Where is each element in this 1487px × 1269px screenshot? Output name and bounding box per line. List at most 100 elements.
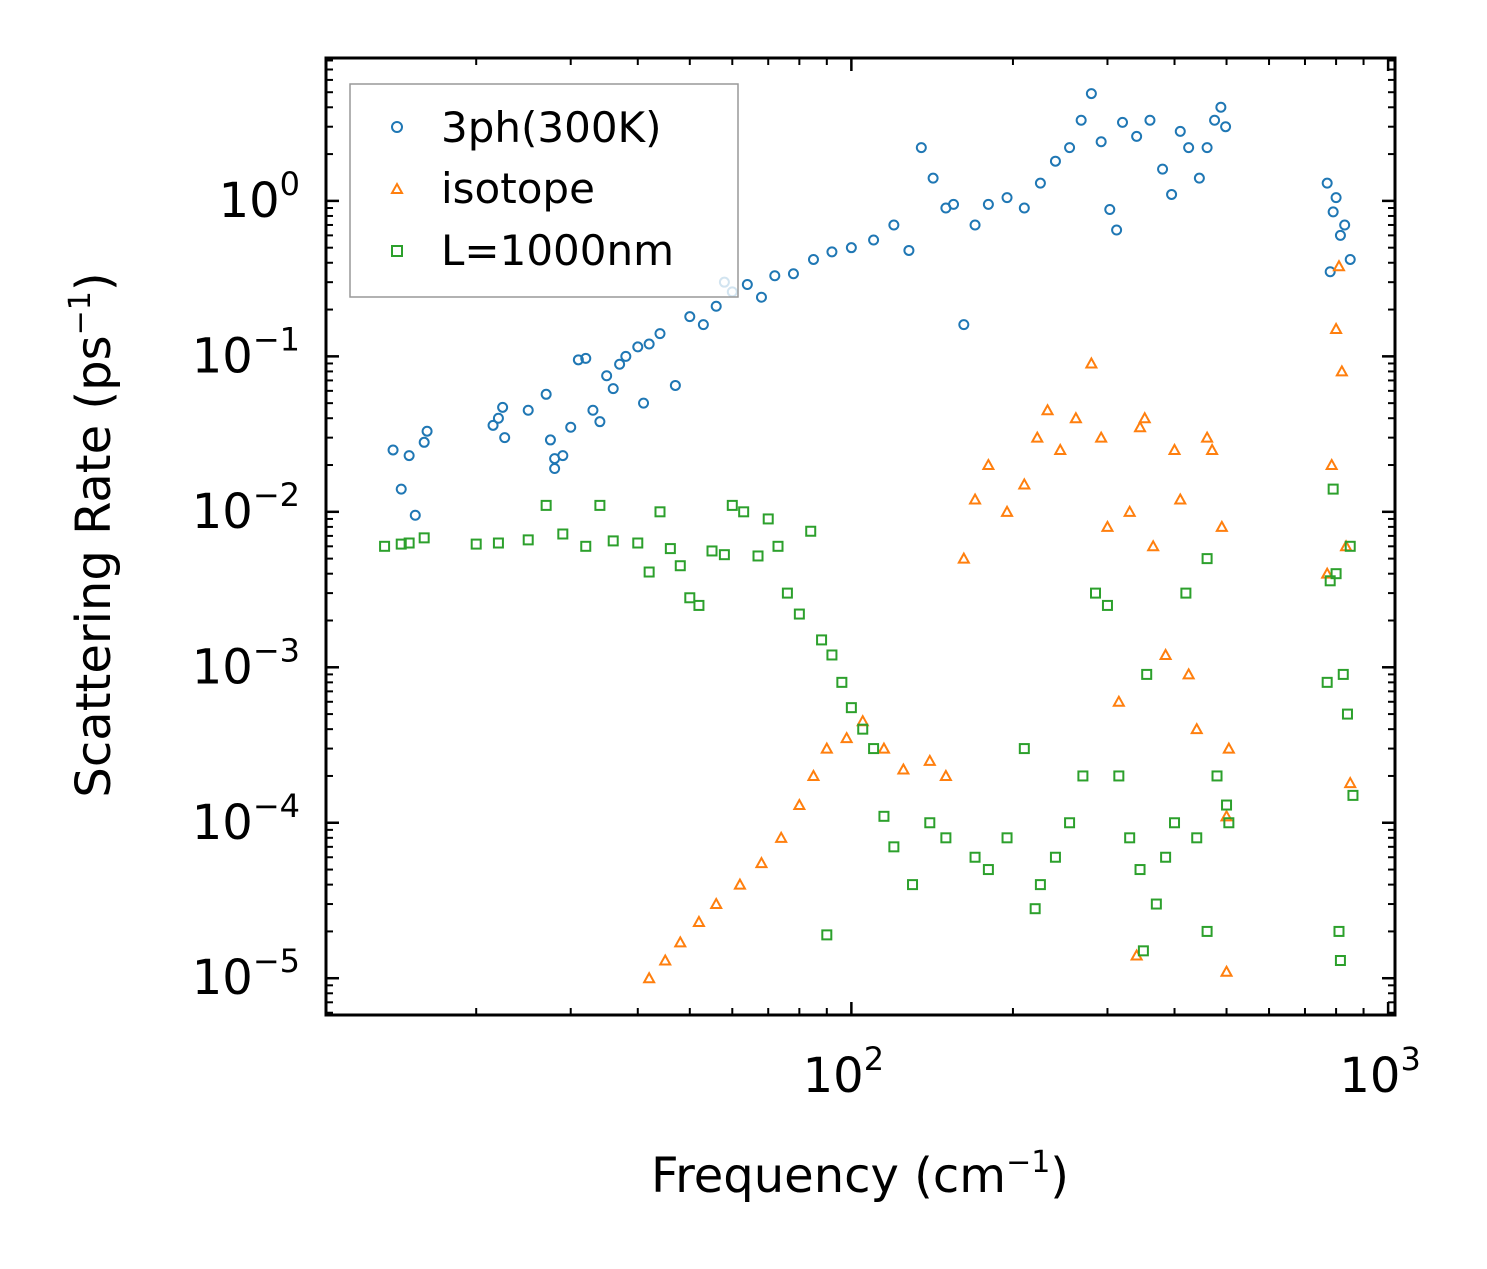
data-point-square (1201, 925, 1213, 937)
x-axis-label-exponent: −1 (1006, 1145, 1050, 1180)
svg-text:Frequency (cm−1): Frequency (cm−1) (651, 1145, 1069, 1204)
y-axis-label-end: ) (66, 272, 122, 291)
data-point-circle (418, 436, 430, 448)
data-point-circle (395, 483, 407, 495)
legend: 3ph(300K) isotope L=1000nm (349, 83, 739, 298)
data-point-circle (601, 370, 613, 382)
data-point-circle (1209, 114, 1221, 126)
y-tick-label: 10−5 (192, 942, 300, 1006)
data-point-square (1124, 832, 1136, 844)
data-point-square (718, 549, 730, 561)
data-point-square (607, 535, 619, 547)
data-point-circle (903, 244, 915, 256)
data-point-square (654, 506, 666, 518)
data-point-square (664, 543, 676, 555)
data-point-square (1341, 708, 1353, 720)
data-point-square (1347, 789, 1359, 801)
data-point-circle (1075, 114, 1087, 126)
data-point-triangle (957, 551, 971, 564)
data-point-circle (620, 350, 632, 362)
data-point-square (752, 550, 764, 562)
data-point-triangle (658, 953, 672, 966)
data-point-circle (1095, 136, 1107, 148)
x-tick-label-exponent: 2 (864, 1040, 884, 1078)
data-point-triangle (1190, 722, 1204, 735)
data-point-square (674, 560, 686, 572)
data-point-square (1113, 770, 1125, 782)
data-point-square (1049, 851, 1061, 863)
data-point-triangle (1112, 694, 1126, 707)
data-point-triangle (1181, 667, 1196, 680)
data-point-circle (594, 416, 606, 428)
data-point-circle (755, 291, 767, 303)
data-point-circle (1085, 88, 1097, 100)
y-tick-label-exponent: −2 (253, 476, 300, 514)
data-point-square (1029, 903, 1041, 915)
data-point-square (1090, 587, 1102, 599)
data-point-circle (927, 172, 939, 184)
data-point-circle (787, 268, 799, 280)
data-point-triangle (792, 797, 807, 811)
data-point-square (492, 537, 504, 549)
data-point-circle (1174, 125, 1186, 137)
data-point-square (1330, 568, 1342, 580)
data-point-square (940, 832, 952, 844)
data-point-square (1201, 553, 1213, 565)
data-point-triangle (754, 856, 769, 869)
data-point-square (693, 599, 705, 611)
data-point-square (924, 817, 936, 829)
data-point-circle (982, 198, 994, 210)
y-tick-label: 10−1 (192, 320, 300, 384)
data-point-circle (888, 219, 900, 231)
data-point-triangle (1215, 519, 1229, 532)
y-tick-label-base: 10 (192, 950, 253, 1006)
data-point-square (643, 566, 655, 578)
data-point-square (836, 676, 848, 688)
data-point-circle (409, 509, 421, 521)
y-tick-label: 100 (219, 165, 300, 229)
data-point-square (821, 929, 833, 941)
y-tick-label-exponent: 0 (280, 165, 300, 203)
data-point-square (772, 540, 784, 552)
data-point-triangle (923, 753, 937, 766)
data-point-triangle (1324, 457, 1339, 471)
data-point-square (557, 528, 569, 540)
data-point-square (1137, 945, 1149, 957)
data-point-circle (684, 311, 696, 323)
data-point-circle (741, 278, 753, 290)
legend-entry-3ph: 3ph(300K) (391, 103, 661, 152)
data-point-triangle (709, 896, 723, 910)
data-point-triangle (733, 877, 747, 890)
data-point-square (1064, 817, 1076, 829)
data-point-triangle (1040, 403, 1055, 416)
y-axis-label-text: Scattering Rate (ps (66, 335, 122, 797)
data-point-circle (549, 462, 561, 474)
data-point-triangle (877, 741, 891, 754)
data-point-circle (387, 444, 399, 456)
data-point-square (1344, 540, 1356, 552)
data-point-triangle (1133, 420, 1147, 433)
data-point-circle (565, 421, 577, 433)
x-tick-label: 103 (1339, 1040, 1420, 1104)
legend-entry-l1000nm: L=1000nm (391, 226, 674, 275)
data-point-circle (614, 358, 626, 370)
data-point-square (1327, 483, 1339, 495)
data-point-circle (1327, 206, 1339, 218)
data-point-square (1333, 925, 1345, 937)
data-point-square (684, 592, 696, 604)
data-point-circle (1330, 192, 1342, 204)
data-point-circle (1018, 202, 1030, 214)
data-point-square (816, 634, 828, 646)
data-point-triangle (1069, 411, 1083, 424)
y-tick-label-base: 10 (192, 484, 253, 540)
series-circle-group (387, 88, 1356, 521)
data-point-circle (826, 246, 838, 258)
data-point-square (1150, 898, 1162, 910)
data-point-square (793, 608, 805, 620)
y-tick-label: 10−4 (192, 787, 300, 851)
data-point-triangle (1053, 442, 1067, 455)
y-tick-label-exponent: −4 (253, 787, 300, 825)
